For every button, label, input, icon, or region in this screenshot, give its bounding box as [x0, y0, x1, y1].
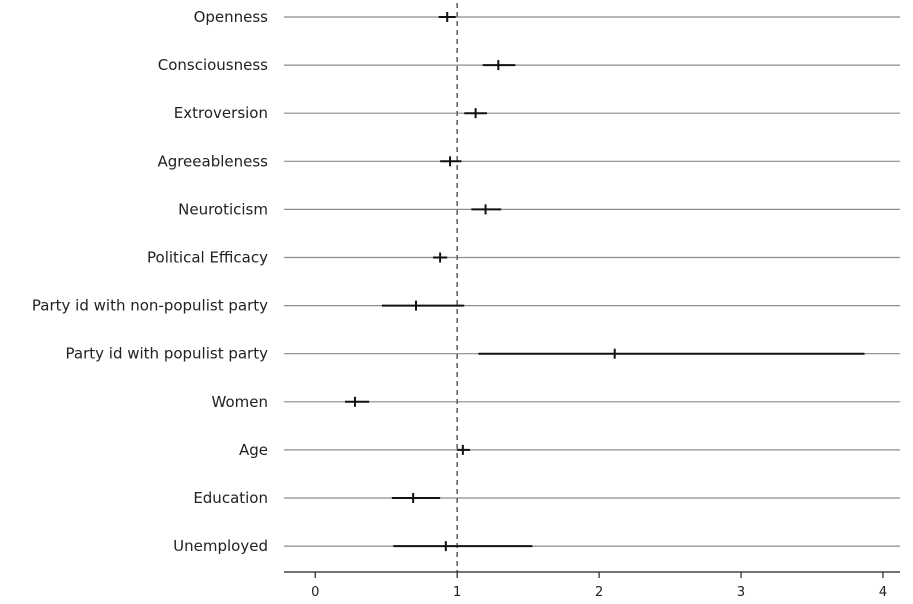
row-label: Age — [239, 441, 268, 459]
row-label: Political Efficacy — [147, 249, 268, 267]
row-label: Party id with populist party — [66, 345, 269, 363]
x-tick-label: 0 — [311, 585, 319, 600]
x-tick-label: 4 — [879, 585, 887, 600]
row-label: Neuroticism — [178, 200, 268, 218]
row-label: Openness — [194, 8, 269, 26]
row-label: Unemployed — [173, 537, 268, 555]
row-label: Agreeableness — [157, 152, 268, 170]
marks-layer — [345, 12, 865, 552]
rows-layer: Openness Consciousness Extroversion Agreeab… — [32, 8, 900, 555]
x-tick-label: 2 — [595, 585, 603, 600]
row-label: Extroversion — [174, 104, 268, 122]
row-label: Consciousness — [158, 56, 268, 74]
row-label: Party id with non-populist party — [32, 297, 268, 315]
row-label: Women — [212, 393, 268, 411]
row-label: Education — [193, 489, 268, 507]
x-axis: 0 1 2 3 4 — [284, 571, 900, 600]
x-tick-label: 1 — [453, 585, 461, 600]
x-tick-label: 3 — [737, 585, 745, 600]
